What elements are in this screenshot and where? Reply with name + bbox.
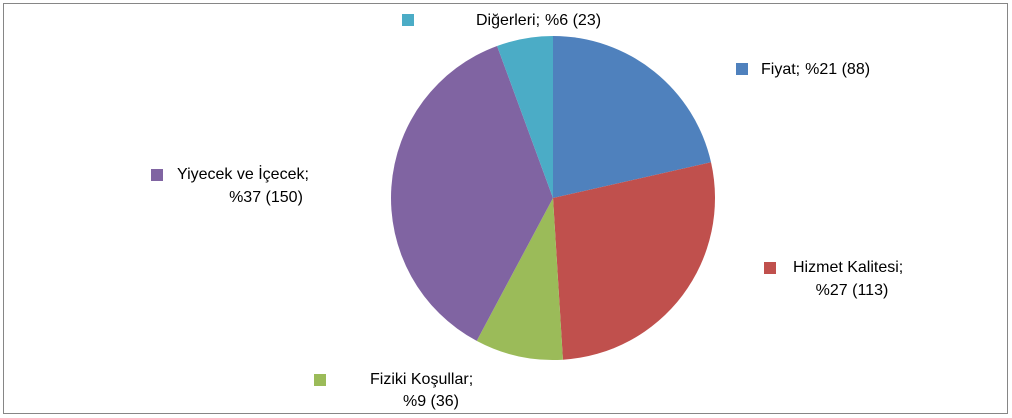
pie-slice	[476, 198, 563, 360]
label-swatch	[314, 374, 326, 386]
slice-label-value: %9 (36)	[403, 393, 459, 410]
slice-label-value: %37 (150)	[229, 189, 303, 206]
pie-slice	[553, 36, 712, 198]
slice-label-name: Fiyat;	[761, 61, 800, 78]
label-swatch	[151, 169, 163, 181]
slice-label-name: Diğerleri;	[476, 12, 540, 29]
slice-label-value: %21 (88)	[805, 61, 870, 78]
pie-slice	[497, 36, 553, 198]
slice-label: Fiyat; %21 (88)	[761, 61, 870, 78]
pie-slice	[391, 45, 553, 341]
label-swatch	[736, 63, 748, 75]
label-swatch	[402, 14, 414, 26]
slice-label: Diğerleri; %6 (23)	[476, 12, 601, 29]
slice-label-value: %6 (23)	[545, 12, 601, 29]
label-swatch	[764, 262, 776, 274]
slice-label-name: Fiziki Koşullar;	[370, 371, 473, 388]
pie-slice	[553, 162, 715, 360]
slice-label-name: Yiyecek ve İçecek;	[177, 164, 309, 183]
slice-label-name: Hizmet Kalitesi;	[793, 259, 903, 276]
slice-label-value: %27 (113)	[816, 282, 889, 299]
